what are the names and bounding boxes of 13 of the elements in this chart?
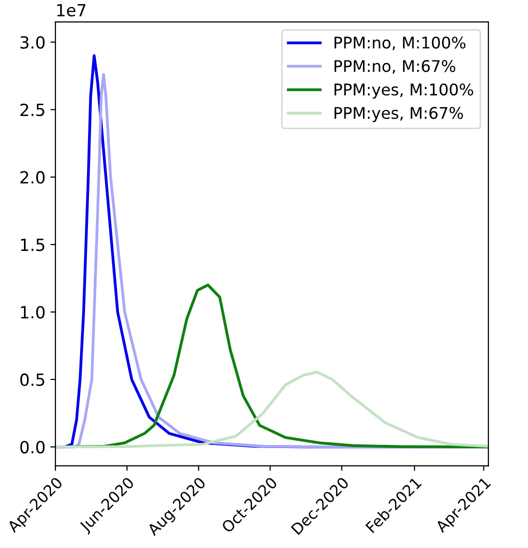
legend-label: PPM:no, M:100% [334,36,466,50]
y-tick-label: 1.0 [21,306,45,319]
y-tick-label: 3.0 [20,36,45,49]
y-tick-label: 2.0 [20,171,45,184]
y-tick-label: 2.5 [20,104,44,116]
text: 1e7 [57,4,86,16]
line-series [55,370,488,448]
legend-label: PPM:yes, M:67% [334,106,463,122]
y-tick-label: 0.5 [20,373,44,386]
y-tick-label: 0.0 [20,440,45,454]
legend-label: PPM:yes, M:100% [334,83,474,99]
legend-label: PPM:no, M:67% [334,60,456,74]
y-tick-label: 1.5 [21,238,44,252]
